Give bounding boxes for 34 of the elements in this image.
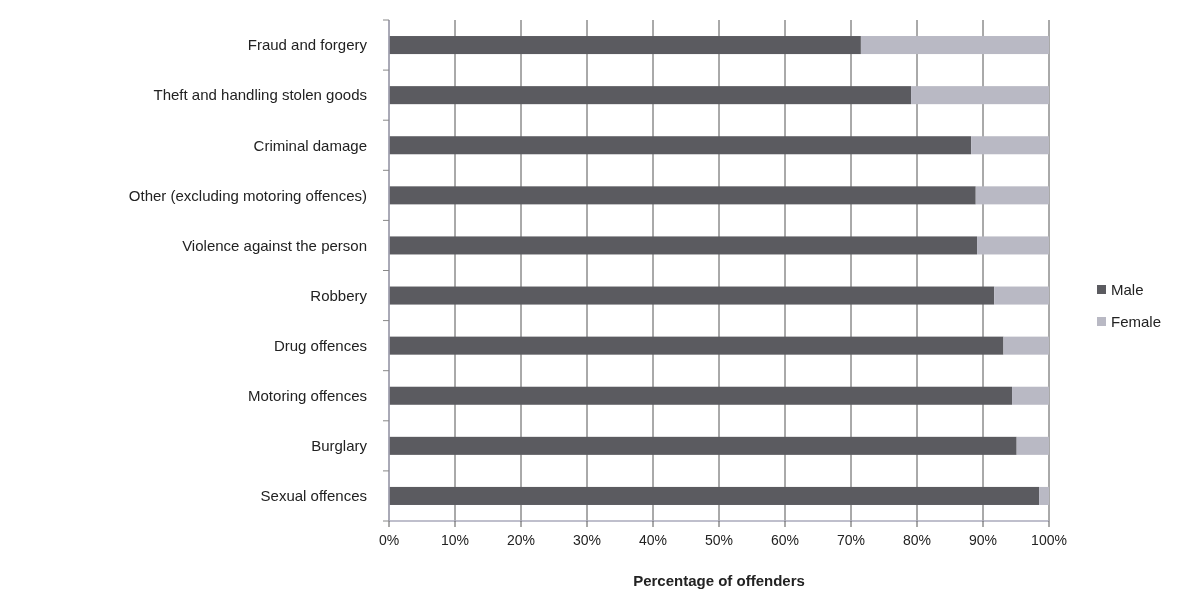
bar bbox=[860, 36, 1049, 55]
legend-label: Female bbox=[1111, 313, 1162, 331]
y-tick-label: Sexual offences bbox=[260, 487, 367, 505]
y-tick-label: Burglary bbox=[311, 437, 368, 455]
bar bbox=[977, 236, 1049, 255]
x-tick-label: 50% bbox=[704, 532, 734, 548]
x-tick-label: 30% bbox=[572, 532, 602, 548]
x-tick-label: 100% bbox=[1031, 532, 1067, 548]
y-tick-label: Robbery bbox=[310, 286, 368, 304]
bar bbox=[994, 286, 1049, 305]
x-tick-label: 40% bbox=[638, 532, 668, 548]
x-tick-label: 10% bbox=[440, 532, 470, 548]
y-tick-label: Fraud and forgery bbox=[247, 36, 368, 54]
y-tick-label: Other (excluding motoring offences) bbox=[128, 186, 367, 204]
x-axis-title: Percentage of offenders bbox=[633, 572, 805, 589]
bar bbox=[911, 86, 1049, 105]
bar bbox=[1012, 386, 1049, 405]
x-tick-label: 60% bbox=[770, 532, 800, 548]
bar bbox=[1039, 486, 1049, 505]
bar bbox=[971, 136, 1049, 155]
x-tick-label: 70% bbox=[836, 532, 866, 548]
x-tick-label: 90% bbox=[968, 532, 998, 548]
y-tick-label: Theft and handling stolen goods bbox=[153, 86, 367, 104]
x-tick-label: 20% bbox=[506, 532, 536, 548]
bar bbox=[975, 186, 1049, 205]
y-tick-label: Criminal damage bbox=[253, 136, 367, 154]
y-tick-label: Violence against the person bbox=[182, 236, 367, 254]
bar bbox=[1016, 436, 1049, 455]
legend-label: Male bbox=[1111, 281, 1144, 299]
y-tick-label: Drug offences bbox=[273, 336, 367, 354]
x-tick-label: 80% bbox=[902, 532, 932, 548]
x-tick-label: 0% bbox=[378, 532, 400, 548]
y-tick-label: Motoring offences bbox=[248, 387, 367, 404]
bar bbox=[1003, 336, 1049, 355]
